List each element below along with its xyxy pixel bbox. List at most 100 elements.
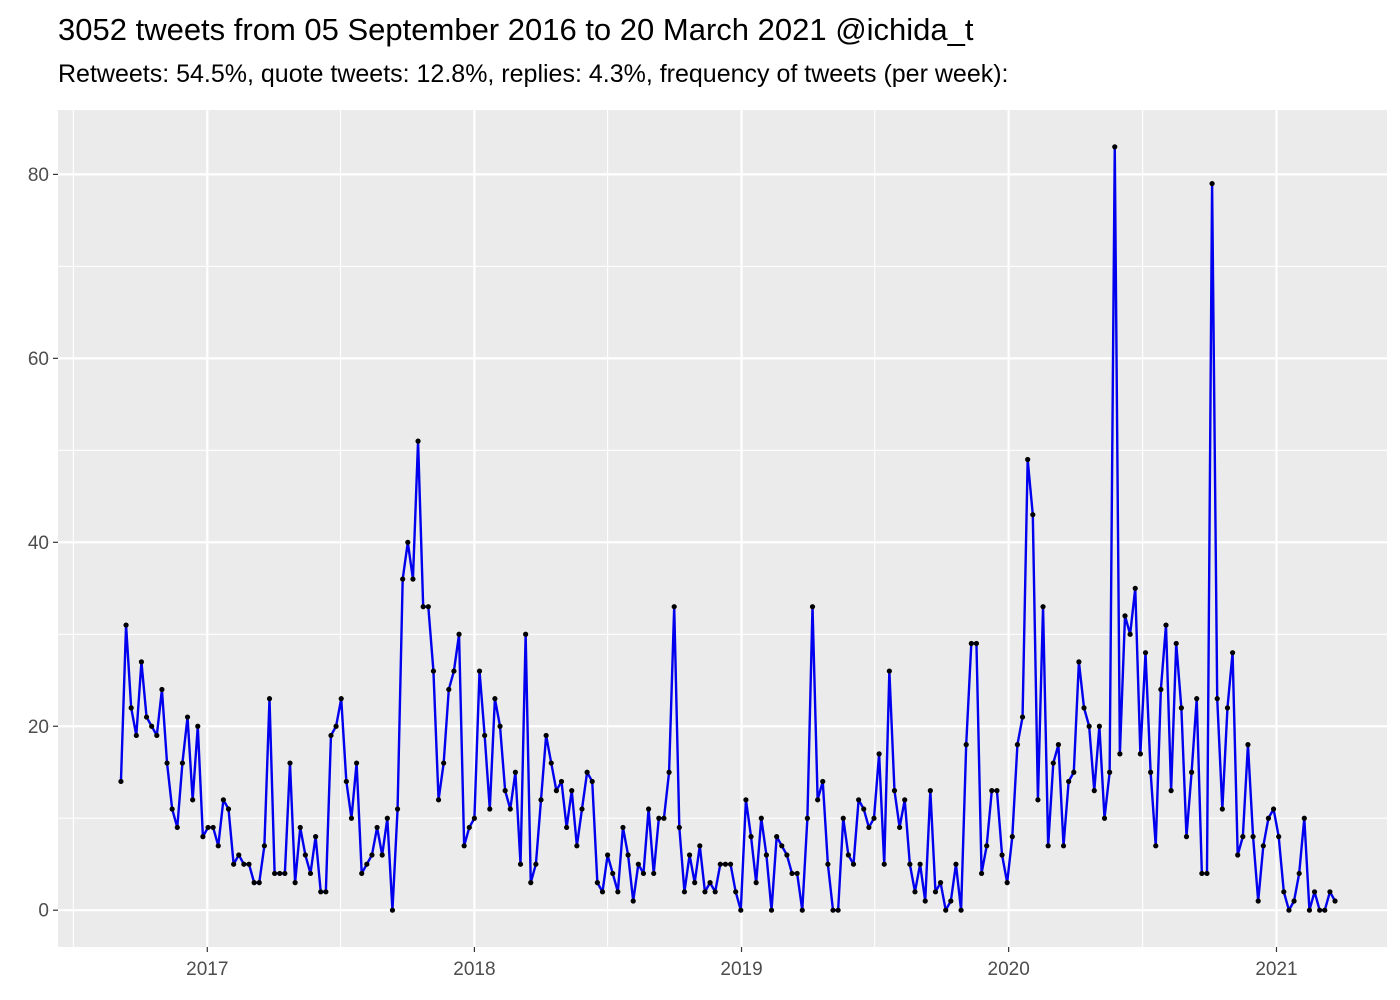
data-point xyxy=(666,769,672,775)
data-point xyxy=(835,907,841,913)
data-point xyxy=(830,907,836,913)
data-point xyxy=(205,824,211,831)
data-point xyxy=(1014,742,1021,748)
data-point xyxy=(517,861,524,867)
data-point xyxy=(169,806,175,812)
data-point xyxy=(917,861,923,867)
data-point xyxy=(343,778,349,785)
data-point xyxy=(241,861,247,867)
data-point xyxy=(973,640,980,647)
data-point xyxy=(174,824,180,831)
data-point xyxy=(850,861,857,867)
data-point xyxy=(1204,870,1210,877)
data-point xyxy=(625,852,631,858)
data-point xyxy=(999,852,1005,858)
data-point xyxy=(1076,659,1082,665)
data-point xyxy=(840,815,846,821)
data-point xyxy=(543,732,549,739)
data-point xyxy=(1060,843,1067,849)
data-point xyxy=(799,907,805,913)
data-point xyxy=(856,797,862,803)
data-point xyxy=(579,806,585,812)
data-point xyxy=(948,898,954,904)
data-point xyxy=(558,778,565,785)
chart-title: 3052 tweets from 05 September 2016 to 20… xyxy=(58,12,974,47)
data-point xyxy=(184,714,191,720)
data-point xyxy=(564,824,570,831)
data-point xyxy=(359,870,365,877)
data-point xyxy=(605,852,611,858)
data-point xyxy=(722,861,729,867)
data-point xyxy=(1240,834,1246,840)
y-tick-label: 80 xyxy=(28,165,49,186)
data-point xyxy=(1311,889,1318,895)
data-point xyxy=(441,760,447,766)
data-point xyxy=(697,843,703,849)
data-point xyxy=(1107,769,1113,775)
y-tick-label: 40 xyxy=(28,533,49,554)
data-point xyxy=(789,870,795,877)
data-point xyxy=(364,861,370,867)
data-point xyxy=(435,797,442,803)
x-tick-label: 2017 xyxy=(186,959,228,980)
data-point xyxy=(748,834,754,840)
data-point xyxy=(1035,797,1041,803)
data-point xyxy=(876,751,882,757)
data-point xyxy=(1281,889,1287,895)
x-tick-label: 2020 xyxy=(988,959,1030,980)
data-point xyxy=(1045,843,1051,849)
data-point xyxy=(215,843,221,849)
data-point xyxy=(630,898,636,904)
data-point xyxy=(1235,852,1241,858)
data-point xyxy=(1158,686,1164,693)
data-point xyxy=(1096,723,1102,729)
data-point xyxy=(149,723,155,729)
data-point xyxy=(251,880,257,886)
data-point xyxy=(394,806,401,812)
data-point xyxy=(302,852,308,858)
data-point xyxy=(190,797,196,803)
data-point xyxy=(994,788,1000,794)
data-point xyxy=(1137,751,1143,757)
data-point xyxy=(313,834,319,840)
data-point xyxy=(384,815,390,821)
data-point xyxy=(179,760,186,766)
data-point xyxy=(676,824,682,831)
data-point xyxy=(430,668,437,674)
data-point xyxy=(569,788,575,794)
data-point xyxy=(446,686,452,693)
data-point xyxy=(1219,806,1225,812)
data-point xyxy=(1306,907,1313,913)
data-point xyxy=(200,834,206,840)
data-point xyxy=(133,732,139,739)
data-point xyxy=(794,870,800,877)
axis-tick-labels: 0 20 40 60 80 2017 2018 2019 2020 2021 xyxy=(28,165,1298,980)
data-point xyxy=(1270,806,1277,812)
data-point xyxy=(881,861,887,867)
data-point xyxy=(246,861,252,867)
x-tick-label: 2019 xyxy=(720,959,762,980)
data-point xyxy=(492,696,498,702)
data-point xyxy=(128,705,134,711)
data-point xyxy=(164,760,170,766)
data-point xyxy=(379,852,385,858)
data-point xyxy=(1224,705,1231,711)
data-point xyxy=(1332,898,1338,904)
data-point xyxy=(497,723,503,729)
y-tick-label: 20 xyxy=(28,717,49,738)
data-point xyxy=(1286,907,1292,913)
data-point xyxy=(159,686,165,693)
data-point xyxy=(758,815,764,821)
data-point xyxy=(958,907,964,913)
data-point xyxy=(1260,843,1266,849)
data-point xyxy=(297,824,303,831)
data-point xyxy=(420,604,426,610)
data-point xyxy=(425,604,431,610)
data-point xyxy=(809,604,816,610)
data-point xyxy=(671,604,677,610)
data-point xyxy=(1163,622,1169,628)
data-point xyxy=(727,861,734,867)
data-point xyxy=(656,815,662,821)
data-point xyxy=(1127,631,1133,637)
data-point xyxy=(907,861,913,867)
